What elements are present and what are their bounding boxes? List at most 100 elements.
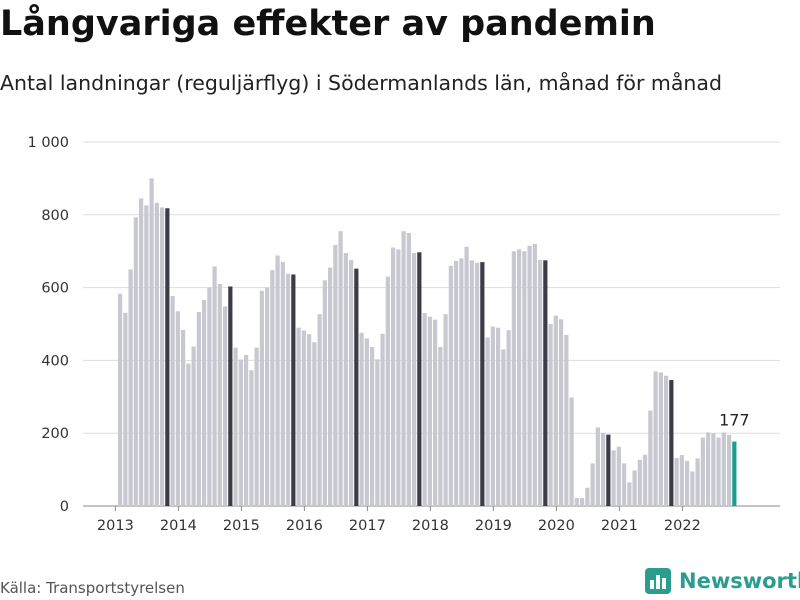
bar: [590, 463, 595, 506]
bar: [548, 324, 553, 506]
bar: [202, 299, 207, 506]
bar: [286, 273, 291, 506]
bar: [433, 319, 438, 506]
bar: [564, 334, 569, 506]
bar: [585, 487, 590, 506]
bar: [700, 437, 705, 506]
bar: [364, 338, 369, 506]
bar: [454, 261, 459, 506]
bar: [217, 283, 222, 506]
bar: [669, 380, 674, 506]
bar: [333, 245, 338, 506]
x-tick-label: 2020: [538, 518, 575, 534]
bar: [270, 270, 275, 506]
x-tick-label: 2021: [601, 518, 638, 534]
bar: [385, 276, 390, 506]
bar: [695, 458, 700, 506]
y-tick-label: 800: [41, 208, 69, 224]
y-tick-label: 400: [41, 353, 69, 369]
bar: [653, 371, 658, 506]
bar: [412, 253, 417, 506]
bars: [118, 178, 737, 507]
x-tick-label: 2015: [223, 518, 260, 534]
bar: [664, 375, 669, 506]
bar: [716, 437, 721, 506]
bar: [291, 274, 296, 506]
bar: [228, 286, 233, 506]
chart-subtitle: Antal landningar (reguljärflyg) i Söderm…: [0, 71, 722, 95]
bar: [622, 463, 627, 506]
bar: [637, 459, 642, 506]
x-axis: 2013 2014 2015 2016 2017 2018 2019 2020 2021 2022: [97, 506, 701, 534]
bar: [139, 198, 144, 507]
bar: [280, 262, 285, 506]
bar: [212, 266, 217, 506]
bar: [532, 243, 537, 507]
bar: [448, 265, 453, 506]
bar: [706, 432, 711, 506]
bar: [265, 287, 270, 506]
bar: [312, 342, 317, 506]
bar-chart-icon: [645, 568, 671, 594]
bar: [380, 333, 385, 506]
bar: [249, 370, 254, 506]
bar: [527, 245, 532, 507]
bar: [517, 249, 522, 506]
bar: [154, 202, 159, 506]
bar: [501, 349, 506, 506]
bar: [496, 327, 501, 506]
y-tick-label: 600: [41, 281, 69, 297]
bar: [133, 217, 138, 506]
bar: [574, 497, 579, 506]
bar: [149, 178, 154, 506]
bar: [301, 330, 306, 506]
bar: [254, 347, 259, 506]
y-tick-label: 1 000: [27, 135, 69, 151]
x-tick-label: 2022: [664, 518, 701, 534]
bar: [690, 471, 695, 506]
x-tick-label: 2019: [475, 518, 512, 534]
bar: [396, 249, 401, 506]
brand-name: Newsworthy: [679, 569, 800, 593]
bar: [538, 259, 543, 506]
y-tick-label: 200: [41, 426, 69, 442]
bar: [711, 433, 716, 506]
bar: [580, 497, 585, 506]
bar: [160, 207, 165, 506]
bar: [406, 233, 411, 506]
bar: [328, 267, 333, 506]
bar: [244, 354, 249, 506]
bar: [322, 280, 327, 506]
bar: [674, 457, 679, 506]
bar: [165, 208, 170, 507]
data-labels: 177: [719, 411, 750, 430]
bar: [627, 482, 632, 506]
last-value-label: 177: [719, 411, 750, 430]
bar: [233, 347, 238, 506]
bar: [721, 432, 726, 506]
bar: [469, 260, 474, 506]
bar: [170, 295, 175, 506]
bar: [296, 327, 301, 506]
bar: [417, 252, 422, 506]
bar: [123, 312, 128, 506]
bar: [128, 269, 133, 506]
bar: [543, 260, 548, 506]
bar: [485, 337, 490, 506]
bar: [443, 314, 448, 506]
y-tick-label: 0: [60, 499, 69, 515]
bar: [196, 311, 201, 506]
brand-logo[interactable]: Newsworthy: [645, 568, 800, 594]
x-tick-label: 2013: [97, 518, 134, 534]
bar: [401, 231, 406, 506]
bar: [422, 313, 427, 506]
bar: [490, 326, 495, 506]
bar: [191, 346, 196, 506]
bar: [223, 306, 228, 506]
x-tick-label: 2017: [349, 518, 386, 534]
source-note: Källa: Transportstyrelsen: [0, 579, 185, 597]
bar: [259, 290, 264, 506]
bar: [338, 231, 343, 506]
x-tick-label: 2018: [412, 518, 449, 534]
y-axis-ticks: 0 200 400 600 800 1 000: [27, 135, 69, 515]
